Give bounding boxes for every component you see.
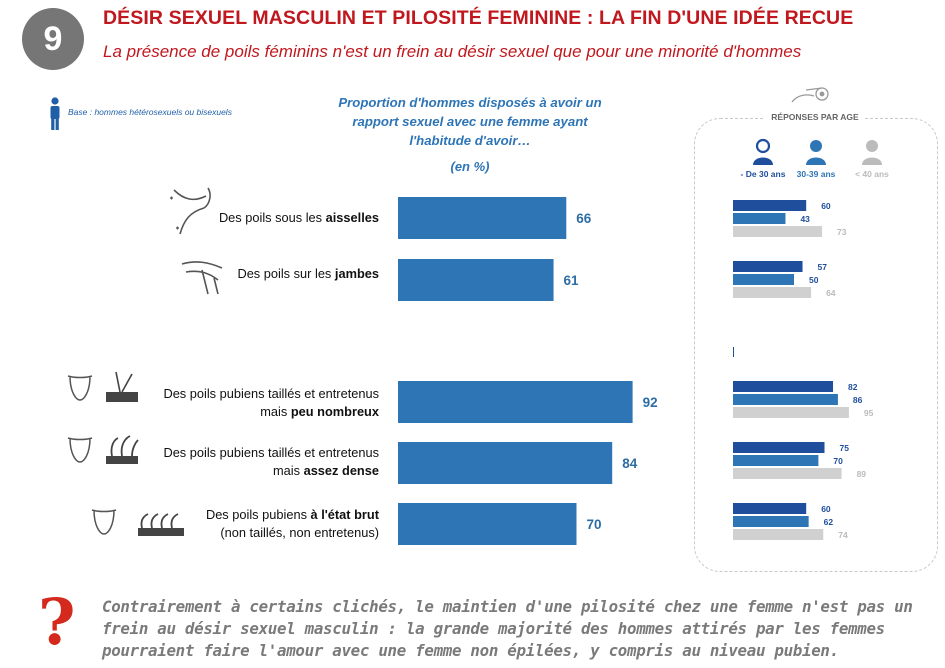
section-number-badge: 9 — [22, 8, 84, 70]
page-title: DÉSIR SEXUEL MASCULIN ET PILOSITÉ FEMINI… — [103, 7, 854, 29]
bar — [398, 381, 633, 423]
age-bar — [733, 274, 794, 285]
unit-label: (en %) — [450, 159, 490, 174]
age-bar-value-label: 70 — [833, 456, 843, 466]
age-bar — [733, 455, 819, 466]
age-panel-title-text: RÉPONSES PAR AGE — [765, 112, 865, 122]
bar-value-label: 92 — [643, 395, 658, 410]
age-bar — [733, 503, 807, 514]
age-bar-value-label: 60 — [821, 201, 831, 211]
age-bar-value-label: 75 — [840, 443, 850, 453]
age-bar — [733, 407, 849, 418]
label-text: Des poils sur les — [237, 266, 335, 281]
age-bar — [733, 442, 825, 453]
age-bar-value-label: 95 — [864, 408, 874, 418]
age-bar — [733, 468, 842, 479]
age-label-30-39: 30-39 ans — [796, 169, 836, 179]
label-text: mais — [260, 404, 291, 419]
age-bar — [733, 261, 803, 272]
label-emphasis: à l'état brut — [310, 507, 379, 522]
label-emphasis: assez dense — [303, 463, 379, 478]
conclusion-text: Contrairement à certains clichés, le mai… — [102, 596, 922, 662]
conclusion-line: frein au désir sexuel masculin : la gran… — [102, 619, 885, 638]
conclusion-line: pourraient faire l'amour avec une femme … — [102, 641, 839, 660]
age-bar — [733, 287, 812, 298]
age-bar — [733, 381, 834, 392]
chart-heading-line: Proportion d'hommes disposés à avoir un — [338, 95, 602, 110]
age-30-39-icon — [806, 140, 826, 165]
age-panel-title: RÉPONSES PAR AGE — [694, 112, 936, 122]
age-over40-icon — [862, 140, 882, 165]
label-text: Des poils pubiens taillés et entretenus — [163, 386, 379, 401]
age-bar-value-label: 89 — [857, 469, 867, 479]
item-label-pubic-natural: Des poils pubiens à l'état brut (non tai… — [206, 506, 379, 542]
age-bar — [733, 200, 807, 211]
label-text: mais — [273, 463, 304, 478]
age-bar-value-label: 73 — [837, 227, 847, 237]
age-bar-value-label: 57 — [818, 262, 828, 272]
bar — [398, 442, 613, 484]
chart-heading: Proportion d'hommes disposés à avoir un … — [320, 93, 620, 150]
page-subtitle: La présence de poils féminins n'est un f… — [103, 42, 802, 61]
chart-heading-line: rapport sexuel avec une femme ayant — [352, 114, 588, 129]
item-label-armpits: Des poils sous les aisselles — [219, 209, 379, 227]
age-bar-value-label: 62 — [824, 517, 834, 527]
person-icon — [50, 97, 60, 130]
age-bar-value-label: 60 — [821, 504, 831, 514]
base-note: Base : hommes hétérosexuels ou bisexuels — [68, 107, 232, 117]
item-label-pubic-few: Des poils pubiens taillés et entretenus … — [163, 385, 379, 421]
bar — [398, 197, 567, 239]
bar-value-label: 61 — [564, 273, 580, 288]
bar — [398, 503, 577, 545]
question-mark-icon: ? — [38, 585, 76, 660]
people-group-icon — [791, 87, 829, 103]
age-bar-value-label: 50 — [809, 275, 819, 285]
age-label-under30: - De 30 ans — [740, 169, 786, 179]
bar — [398, 259, 554, 301]
pubic-dense-icon — [67, 435, 139, 464]
chart-heading-line: l'habitude d'avoir… — [409, 133, 531, 148]
age-under30-icon — [753, 138, 773, 165]
bar-value-label: 66 — [576, 211, 592, 226]
age-bar-value-label: 82 — [848, 382, 858, 392]
age-bar — [733, 529, 824, 540]
age-bar — [733, 394, 838, 405]
item-label-legs: Des poils sur les jambes — [237, 265, 379, 283]
label-text: Des poils pubiens — [205, 507, 311, 522]
panel-tick — [733, 347, 734, 357]
age-bar-value-label: 74 — [838, 530, 848, 540]
age-bar — [733, 516, 809, 527]
age-bar-value-label: 64 — [826, 288, 836, 298]
label-text: (non taillés, non entretenus) — [220, 525, 379, 540]
label-emphasis: jambes — [334, 266, 379, 281]
label-emphasis: peu nombreux — [290, 404, 379, 419]
legs-icon — [181, 261, 223, 295]
age-bar — [733, 213, 786, 224]
bar-value-label: 70 — [587, 517, 602, 532]
pubic-trimmed-icon — [67, 371, 138, 402]
armpit-icon — [170, 187, 211, 235]
conclusion-line: Contrairement à certains clichés, le mai… — [102, 597, 913, 616]
label-text: Des poils sous les — [218, 210, 326, 225]
pubic-natural-icon — [91, 509, 184, 536]
item-label-pubic-dense: Des poils pubiens taillés et entretenus … — [163, 444, 379, 480]
age-bar-value-label: 86 — [853, 395, 863, 405]
age-bar-value-label: 43 — [800, 214, 810, 224]
bar-value-label: 84 — [622, 456, 638, 471]
age-bar — [733, 226, 823, 237]
label-emphasis: aisselles — [325, 210, 379, 225]
age-label-over40: < 40 ans — [855, 169, 889, 179]
label-text: Des poils pubiens taillés et entretenus — [163, 445, 379, 460]
